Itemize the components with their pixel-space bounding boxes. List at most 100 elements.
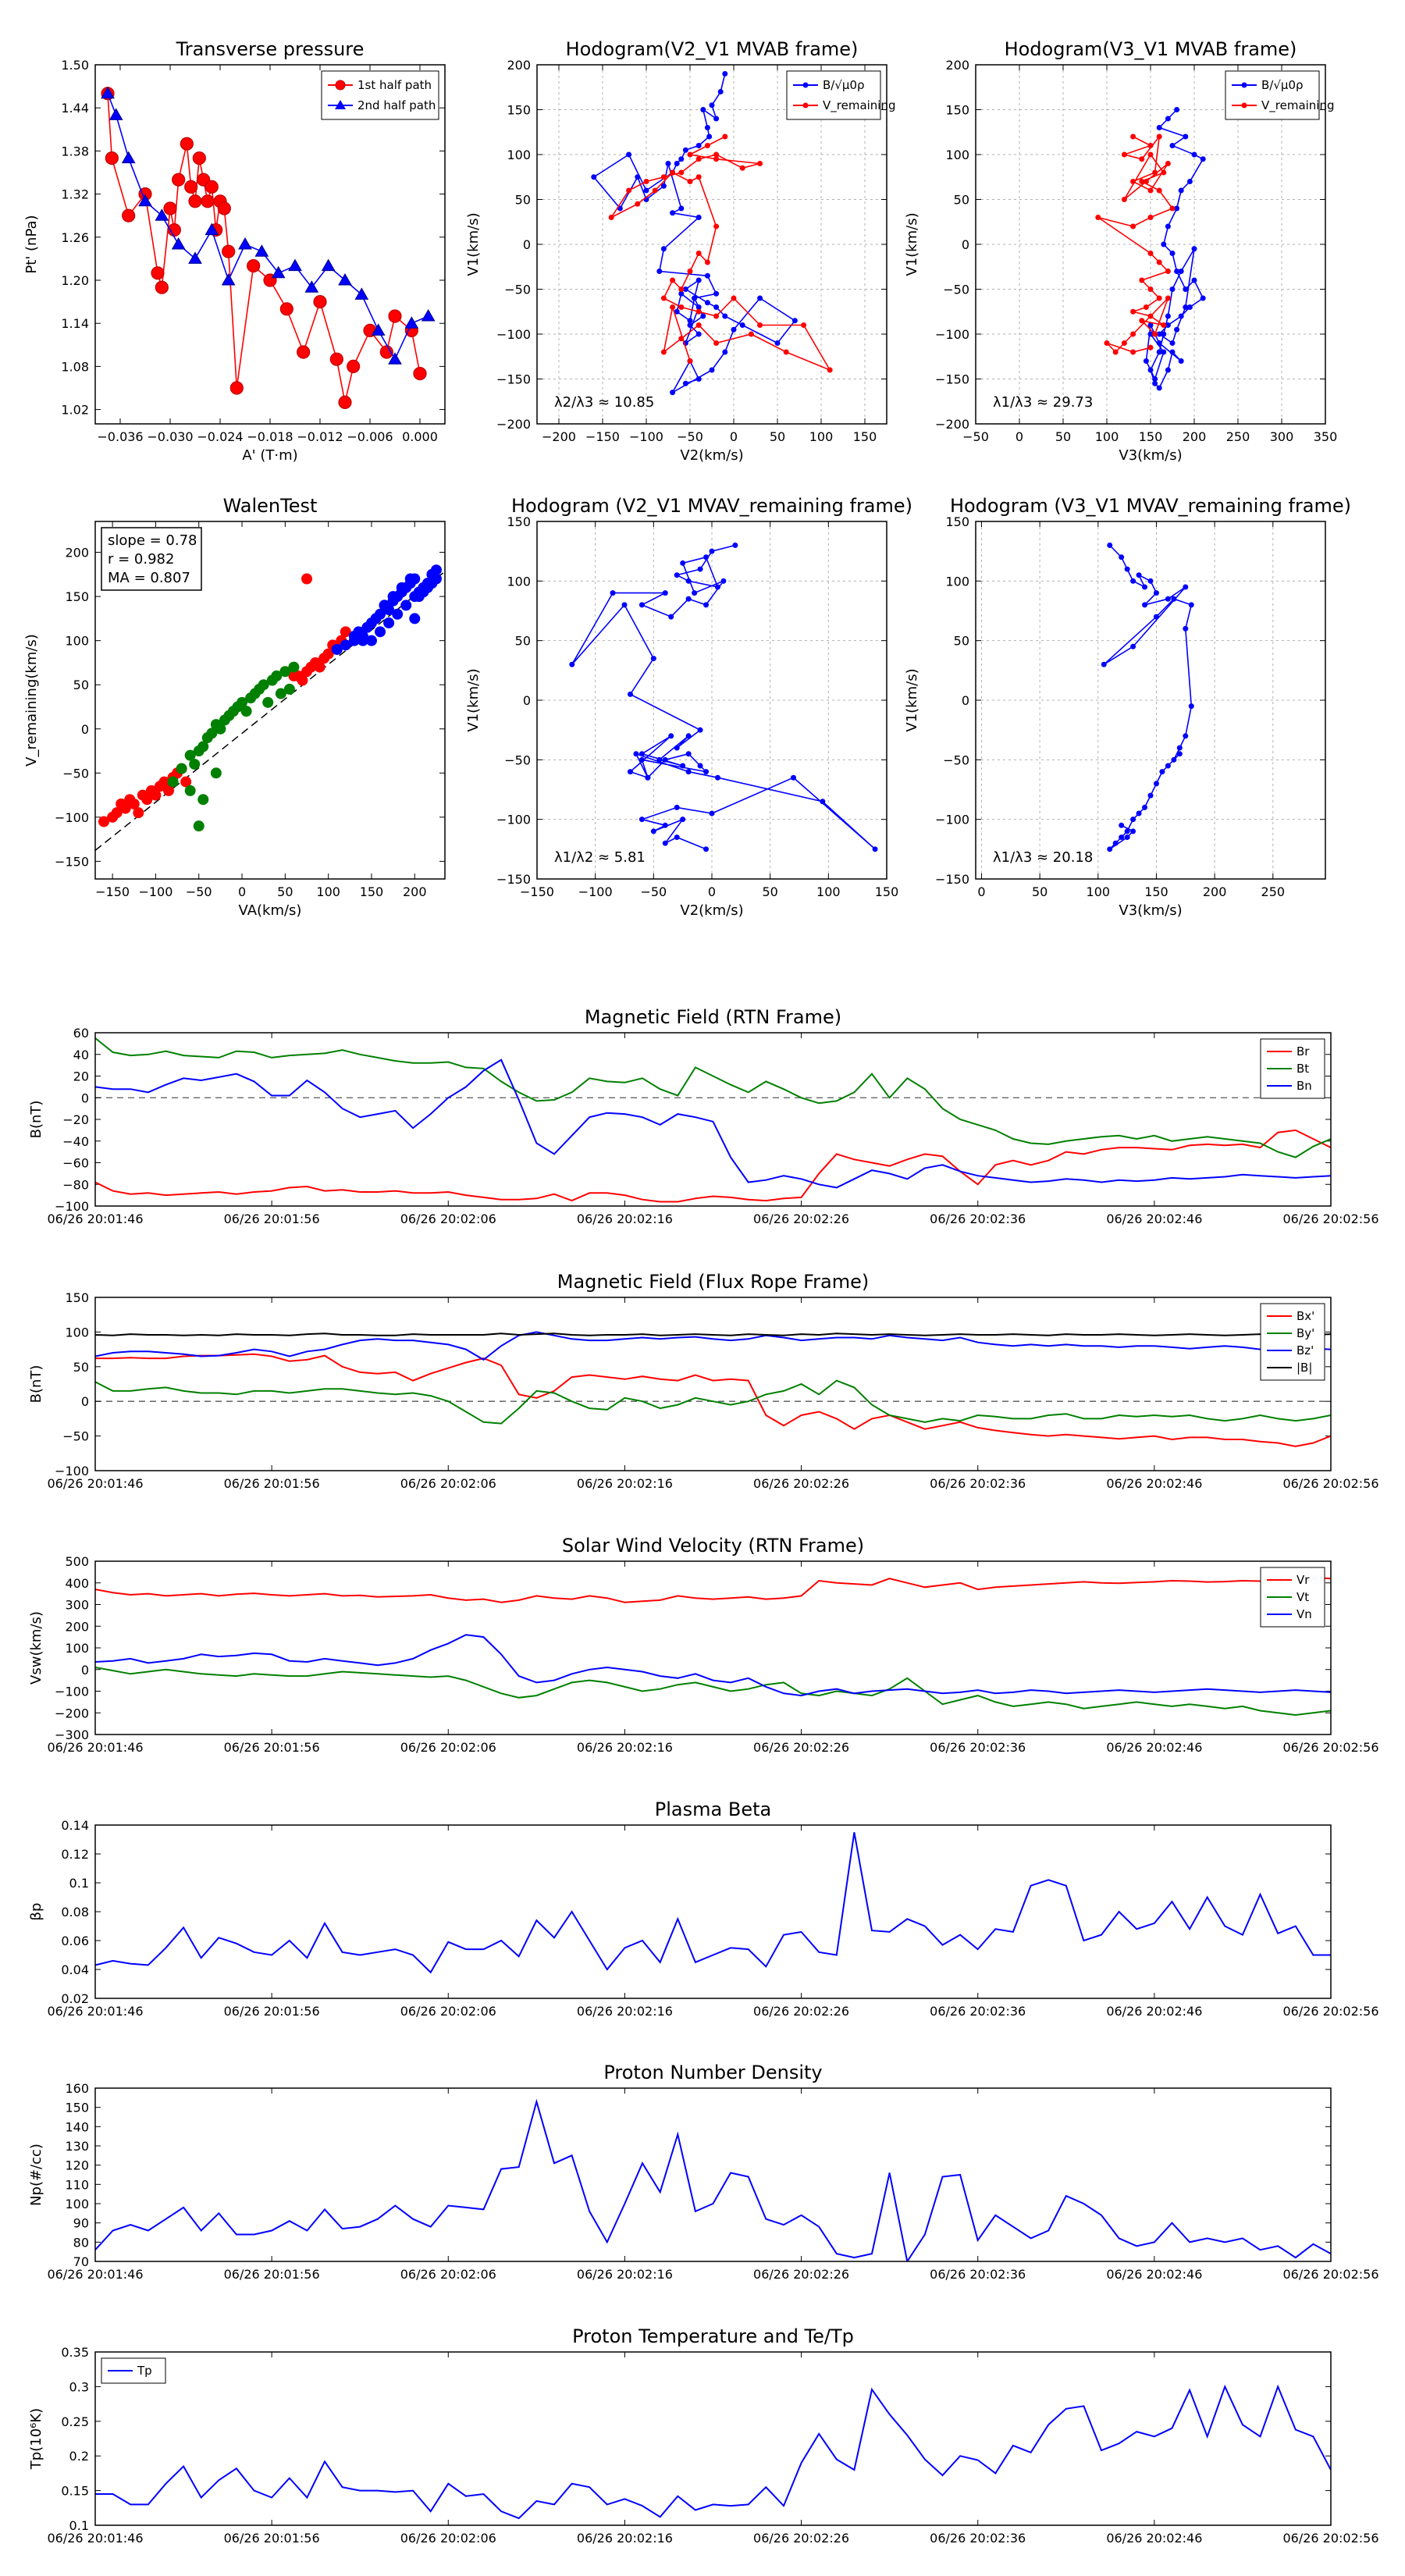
x-tick-label: 06/26 20:02:46 (1106, 2267, 1202, 2282)
legend: Vr Vt Vn (1260, 1567, 1325, 1628)
y-axis-label: V1(km/s) (465, 212, 482, 276)
x-tick-label: 06/26 20:02:46 (1106, 1212, 1202, 1226)
data-point (645, 774, 651, 781)
data-point (396, 582, 407, 593)
data-point (122, 208, 136, 222)
series-bn (95, 1059, 1331, 1189)
data-point (105, 151, 119, 165)
data-point (748, 331, 754, 337)
x-tick-label: 06/26 20:02:56 (1282, 2267, 1378, 2282)
y-tick-label: −40 (62, 1134, 89, 1149)
data-point (633, 751, 639, 757)
legend-box (786, 70, 881, 120)
data-point (301, 573, 313, 585)
data-point (827, 367, 833, 373)
x-tick-label: 06/26 20:02:16 (577, 2267, 673, 2282)
plot-frame (94, 1560, 1332, 1735)
x-tick-label: 06/26 20:02:26 (753, 2531, 849, 2546)
data-point (685, 733, 692, 739)
data-point (722, 133, 728, 140)
data-point (757, 322, 763, 328)
y-tick-label: 140 (65, 2119, 89, 2134)
data-point (717, 89, 724, 94)
x-tick-label: 06/26 20:02:16 (577, 1740, 673, 1755)
chart-title: Hodogram(V2_V1 MVAB frame) (566, 38, 859, 60)
data-point (662, 822, 668, 828)
y-tick-label: 100 (65, 2197, 89, 2211)
data-point (354, 287, 369, 300)
data-point (1171, 756, 1177, 763)
data-point (400, 600, 412, 611)
x-tick-label: 06/26 20:02:36 (930, 1476, 1026, 1491)
y-tick-label: −200 (496, 417, 531, 432)
data-point (1095, 215, 1101, 220)
y-tick-label: 150 (945, 103, 969, 118)
data-point (732, 543, 738, 549)
legend: Bx' By' Bz' |B| (1260, 1303, 1325, 1381)
x-tick-label: 06/26 20:01:56 (224, 1212, 320, 1226)
x-tick-label: −0.012 (297, 429, 343, 444)
data-point (180, 137, 194, 151)
chart-title: Plasma Beta (655, 1799, 771, 1820)
series-line (95, 2384, 1331, 2520)
series-line (1097, 134, 1174, 354)
y-tick-label: 80 (73, 2235, 89, 2250)
data-point (158, 776, 170, 788)
x-tick-label: 06/26 20:02:06 (400, 1476, 496, 1491)
x-tick-label: 250 (1226, 429, 1250, 444)
series--b- (95, 1332, 1331, 1336)
data-point (713, 340, 720, 346)
plot-frame (975, 64, 1326, 425)
data-point (1136, 810, 1142, 817)
data-point (670, 277, 676, 283)
data-point (1165, 116, 1171, 122)
data-point (703, 554, 710, 560)
data-point (704, 125, 710, 130)
x-tick-label: 06/26 20:02:06 (400, 1212, 496, 1226)
data-point (1130, 331, 1136, 337)
series-line (95, 1037, 1331, 1158)
data-point (685, 769, 692, 775)
x-axis-label: V3(km/s) (1119, 902, 1182, 919)
chart-walen: WalenTest −150 −100 −50 0 50 100 150 200 −150 −100… (23, 495, 446, 919)
data-point (180, 776, 192, 788)
data-point (1161, 169, 1167, 176)
stats-text: MA = 0.807 (108, 570, 190, 586)
data-point (1165, 313, 1171, 319)
data-point (660, 295, 667, 301)
data-point (687, 318, 693, 324)
data-point (237, 696, 248, 708)
data-point (1191, 246, 1197, 252)
data-point (697, 566, 703, 572)
series-v-remaining (608, 133, 833, 373)
data-point (193, 820, 205, 832)
x-tick-label: 100 (816, 884, 841, 899)
data-point (697, 763, 703, 769)
data-point (184, 749, 196, 761)
data-point (678, 286, 685, 292)
plot-frame (94, 521, 446, 880)
chart-np: Proton Number Density 06/26 20:01:46 06/26… (28, 2062, 1379, 2282)
y-tick-label: 0.35 (61, 2345, 89, 2360)
data-point (1156, 259, 1162, 265)
y-axis-label: Pt' (nPa) (23, 215, 40, 273)
data-point (757, 295, 763, 301)
data-point (682, 380, 688, 386)
y-tick-label: −50 (504, 753, 531, 767)
data-point (1183, 286, 1189, 292)
y-tick-label: 200 (507, 58, 531, 73)
data-point (1191, 151, 1197, 158)
data-point (695, 376, 702, 382)
y-tick-label: 150 (65, 1290, 89, 1305)
data-point (638, 751, 645, 757)
data-point (1174, 107, 1180, 112)
series-line (95, 1332, 1331, 1336)
plot-frame (94, 1824, 1332, 1999)
data-point (662, 756, 668, 763)
series-bz- (95, 1331, 1331, 1361)
data-point (1104, 340, 1110, 346)
data-point (713, 116, 720, 122)
chart-title: Magnetic Field (Flux Rope Frame) (557, 1271, 869, 1293)
y-tick-label: 50 (954, 634, 969, 649)
data-point (379, 600, 390, 611)
